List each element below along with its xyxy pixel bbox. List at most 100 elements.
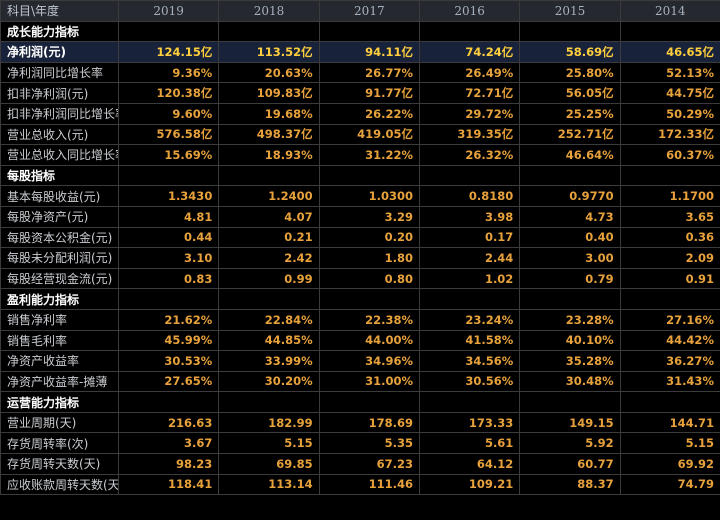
- value-cell: 41.58%: [418, 329, 521, 352]
- value-cell: 3.67: [117, 432, 220, 455]
- value-cell: 178.69: [318, 411, 420, 434]
- value-cell: 34.96%: [318, 350, 420, 372]
- value-cell: 31.00%: [318, 370, 420, 393]
- table-row[interactable]: 营业总收入同比增长率 15.69% 18.93% 31.22% 26.32% 46.64%…: [0, 144, 720, 166]
- value-cell: 20.63%: [218, 61, 320, 84]
- financial-indicators-table: 科目\年度 2019 2018 2017 2016 2015 2014 成长能力…: [0, 0, 720, 496]
- value-cell: 29.72%: [418, 102, 521, 125]
- value-cell: 0.80: [318, 267, 420, 290]
- row-label: 净资产收益率: [0, 350, 119, 372]
- year-header[interactable]: 2018: [218, 0, 320, 22]
- table-row[interactable]: 应收账款周转天数(天) 118.41 113.14 111.46 109.21 88.37…: [0, 473, 720, 496]
- corner-header: 科目\年度: [0, 0, 119, 22]
- value-cell: 26.32%: [418, 144, 521, 166]
- value-cell: 3.29: [318, 205, 420, 228]
- value-cell: 3.98: [418, 205, 521, 228]
- value-cell: 498.37亿: [218, 123, 320, 146]
- value-cell: 26.49%: [418, 61, 521, 84]
- value-cell: 5.92: [519, 432, 621, 455]
- year-header[interactable]: 2016: [418, 0, 521, 22]
- value-cell: 30.53%: [117, 350, 220, 372]
- value-cell: 74.24亿: [418, 41, 521, 63]
- value-cell: 172.33亿: [619, 123, 720, 146]
- value-cell: 46.65亿: [619, 41, 720, 63]
- empty-cell: [418, 20, 521, 43]
- table-row[interactable]: 基本每股收益(元) 1.3430 1.2400 1.0300 0.8180 0.9770 1…: [0, 185, 720, 207]
- value-cell: 1.2400: [218, 185, 320, 207]
- value-cell: 27.16%: [619, 308, 720, 331]
- value-cell: 69.92: [619, 453, 720, 475]
- year-header[interactable]: 2014: [619, 0, 720, 22]
- value-cell: 74.79: [619, 473, 720, 496]
- year-header[interactable]: 2015: [519, 0, 621, 22]
- row-label: 扣非净利润同比增长率: [0, 102, 119, 125]
- row-label: 净利润(元): [0, 41, 119, 63]
- table-row[interactable]: 每股净资产(元) 4.81 4.07 3.29 3.98 4.73 3.65: [0, 205, 720, 228]
- table-row[interactable]: 扣非净利润(元) 120.38亿 109.83亿 91.77亿 72.71亿 56.05亿…: [0, 82, 720, 104]
- value-cell: 0.44: [117, 226, 220, 249]
- section-title: 每股指标: [0, 164, 119, 187]
- table-row[interactable]: 每股经营现金流(元) 0.83 0.99 0.80 1.02 0.79 0.91: [0, 267, 720, 290]
- table-row[interactable]: 营业总收入(元) 576.58亿 498.37亿 419.05亿 319.35亿 252.…: [0, 123, 720, 146]
- empty-cell: [619, 164, 720, 187]
- value-cell: 4.73: [519, 205, 621, 228]
- value-cell: 0.99: [218, 267, 320, 290]
- value-cell: 60.77: [519, 453, 621, 475]
- table-row[interactable]: 每股资本公积金(元) 0.44 0.21 0.20 0.17 0.40 0.36: [0, 226, 720, 249]
- table-row[interactable]: 每股未分配利润(元) 3.10 2.42 1.80 2.44 3.00 2.09: [0, 247, 720, 269]
- value-cell: 252.71亿: [519, 123, 621, 146]
- value-cell: 72.71亿: [418, 82, 521, 104]
- value-cell: 26.77%: [318, 61, 420, 84]
- value-cell: 98.23: [117, 453, 220, 475]
- value-cell: 182.99: [218, 411, 320, 434]
- row-label: 营业总收入同比增长率: [0, 144, 119, 166]
- table-row[interactable]: 存货周转率(次) 3.67 5.15 5.35 5.61 5.92 5.15: [0, 432, 720, 455]
- value-cell: 58.69亿: [519, 41, 621, 63]
- value-cell: 23.28%: [519, 308, 621, 331]
- table-row[interactable]: 净资产收益率-摊薄 27.65% 30.20% 31.00% 30.56% 30.48% 3…: [0, 370, 720, 393]
- value-cell: 45.99%: [117, 329, 220, 352]
- value-cell: 44.42%: [619, 329, 720, 352]
- value-cell: 5.15: [619, 432, 720, 455]
- value-cell: 144.71: [619, 411, 720, 434]
- value-cell: 109.83亿: [218, 82, 320, 104]
- table-row[interactable]: 扣非净利润同比增长率 9.60% 19.68% 26.22% 29.72% 25.25% 5…: [0, 102, 720, 125]
- table-row[interactable]: 净利润(元) 124.15亿 113.52亿 94.11亿 74.24亿 58.69亿 46…: [0, 41, 720, 63]
- empty-cell: [218, 164, 320, 187]
- value-cell: 2.44: [418, 247, 521, 269]
- value-cell: 0.17: [418, 226, 521, 249]
- table-row[interactable]: 存货周转天数(天) 98.23 69.85 67.23 64.12 60.77 69.92: [0, 453, 720, 475]
- row-label: 每股经营现金流(元): [0, 267, 119, 290]
- value-cell: 18.93%: [218, 144, 320, 166]
- table-row[interactable]: 净利润同比增长率 9.36% 20.63% 26.77% 26.49% 25.80% 52.…: [0, 61, 720, 84]
- year-header[interactable]: 2017: [318, 0, 420, 22]
- year-header[interactable]: 2019: [117, 0, 220, 22]
- value-cell: 44.00%: [318, 329, 420, 352]
- value-cell: 27.65%: [117, 370, 220, 393]
- empty-cell: [418, 391, 521, 413]
- row-label: 应收账款周转天数(天): [0, 473, 119, 496]
- value-cell: 15.69%: [117, 144, 220, 166]
- value-cell: 94.11亿: [318, 41, 420, 63]
- row-label: 存货周转天数(天): [0, 453, 119, 475]
- value-cell: 44.85%: [218, 329, 320, 352]
- value-cell: 5.15: [218, 432, 320, 455]
- value-cell: 1.0300: [318, 185, 420, 207]
- value-cell: 23.24%: [418, 308, 521, 331]
- table-row[interactable]: 营业周期(天) 216.63 182.99 178.69 173.33 149.15 144…: [0, 411, 720, 434]
- value-cell: 0.91: [619, 267, 720, 290]
- table-row[interactable]: 净资产收益率 30.53% 33.99% 34.96% 34.56% 35.28% 36.2…: [0, 350, 720, 372]
- value-cell: 113.14: [218, 473, 320, 496]
- row-label: 净利润同比增长率: [0, 61, 119, 84]
- value-cell: 26.22%: [318, 102, 420, 125]
- value-cell: 118.41: [117, 473, 220, 496]
- value-cell: 30.56%: [418, 370, 521, 393]
- table-row[interactable]: 销售毛利率 45.99% 44.85% 44.00% 41.58% 40.10% 44.42…: [0, 329, 720, 352]
- section-title: 盈利能力指标: [0, 288, 119, 310]
- empty-cell: [619, 288, 720, 310]
- table-row[interactable]: 销售净利率 21.62% 22.84% 22.38% 23.24% 23.28% 27.16…: [0, 308, 720, 331]
- row-label: 每股资本公积金(元): [0, 226, 119, 249]
- value-cell: 56.05亿: [519, 82, 621, 104]
- value-cell: 0.83: [117, 267, 220, 290]
- value-cell: 60.37%: [619, 144, 720, 166]
